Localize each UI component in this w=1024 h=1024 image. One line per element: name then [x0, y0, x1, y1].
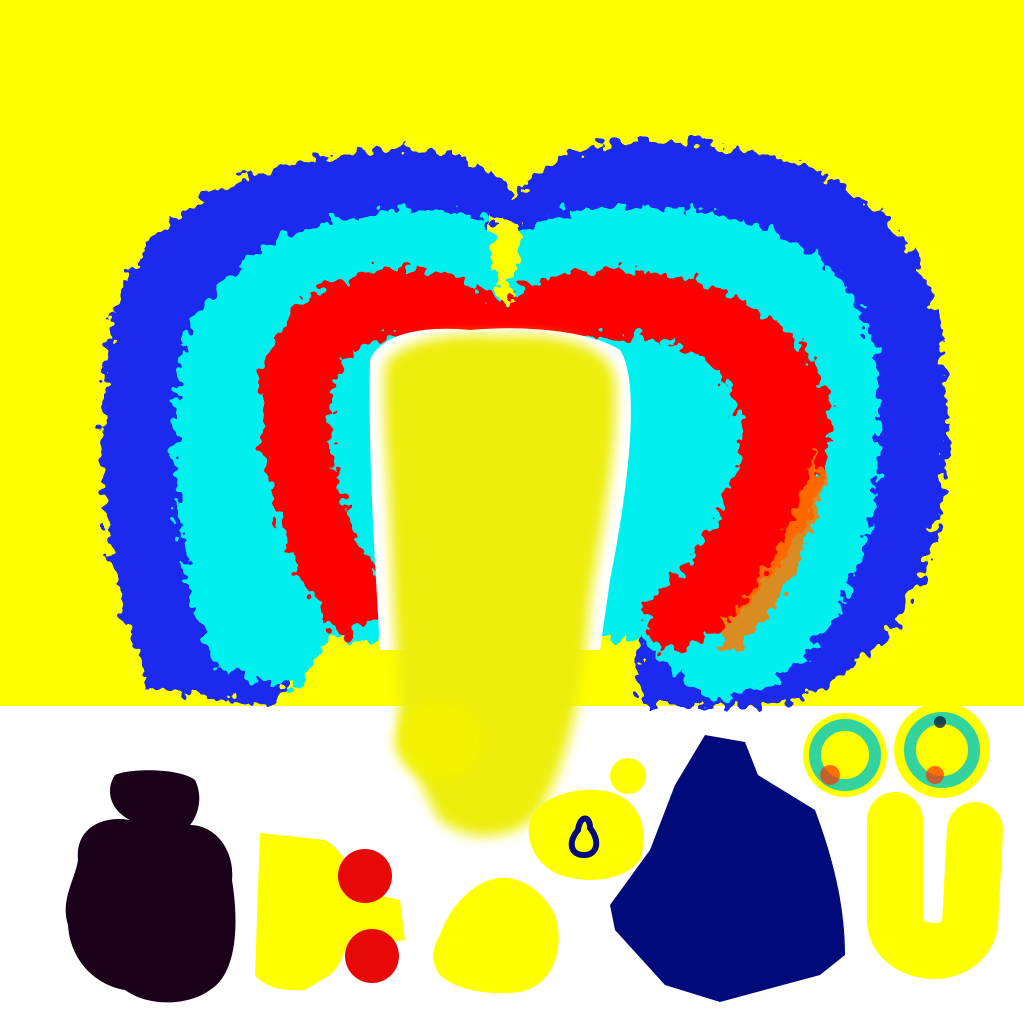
navy-polygon — [610, 735, 845, 1002]
yellow-rings-with-spectrum — [803, 702, 990, 798]
yellow-block-with-red-dots — [255, 833, 405, 991]
center-notch — [490, 220, 520, 300]
navy-spot — [568, 815, 600, 859]
central-yellow-blob — [369, 328, 631, 837]
red-inner-band — [260, 267, 830, 650]
yellow-mound — [433, 877, 559, 994]
dark-blob — [65, 770, 236, 1003]
yellow-ring-with-navy-spot — [528, 758, 646, 880]
red-dot-top — [338, 849, 392, 903]
red-dot-bottom — [345, 929, 399, 983]
orange-fringe — [720, 450, 825, 655]
yellow-u-shape — [867, 792, 1003, 979]
